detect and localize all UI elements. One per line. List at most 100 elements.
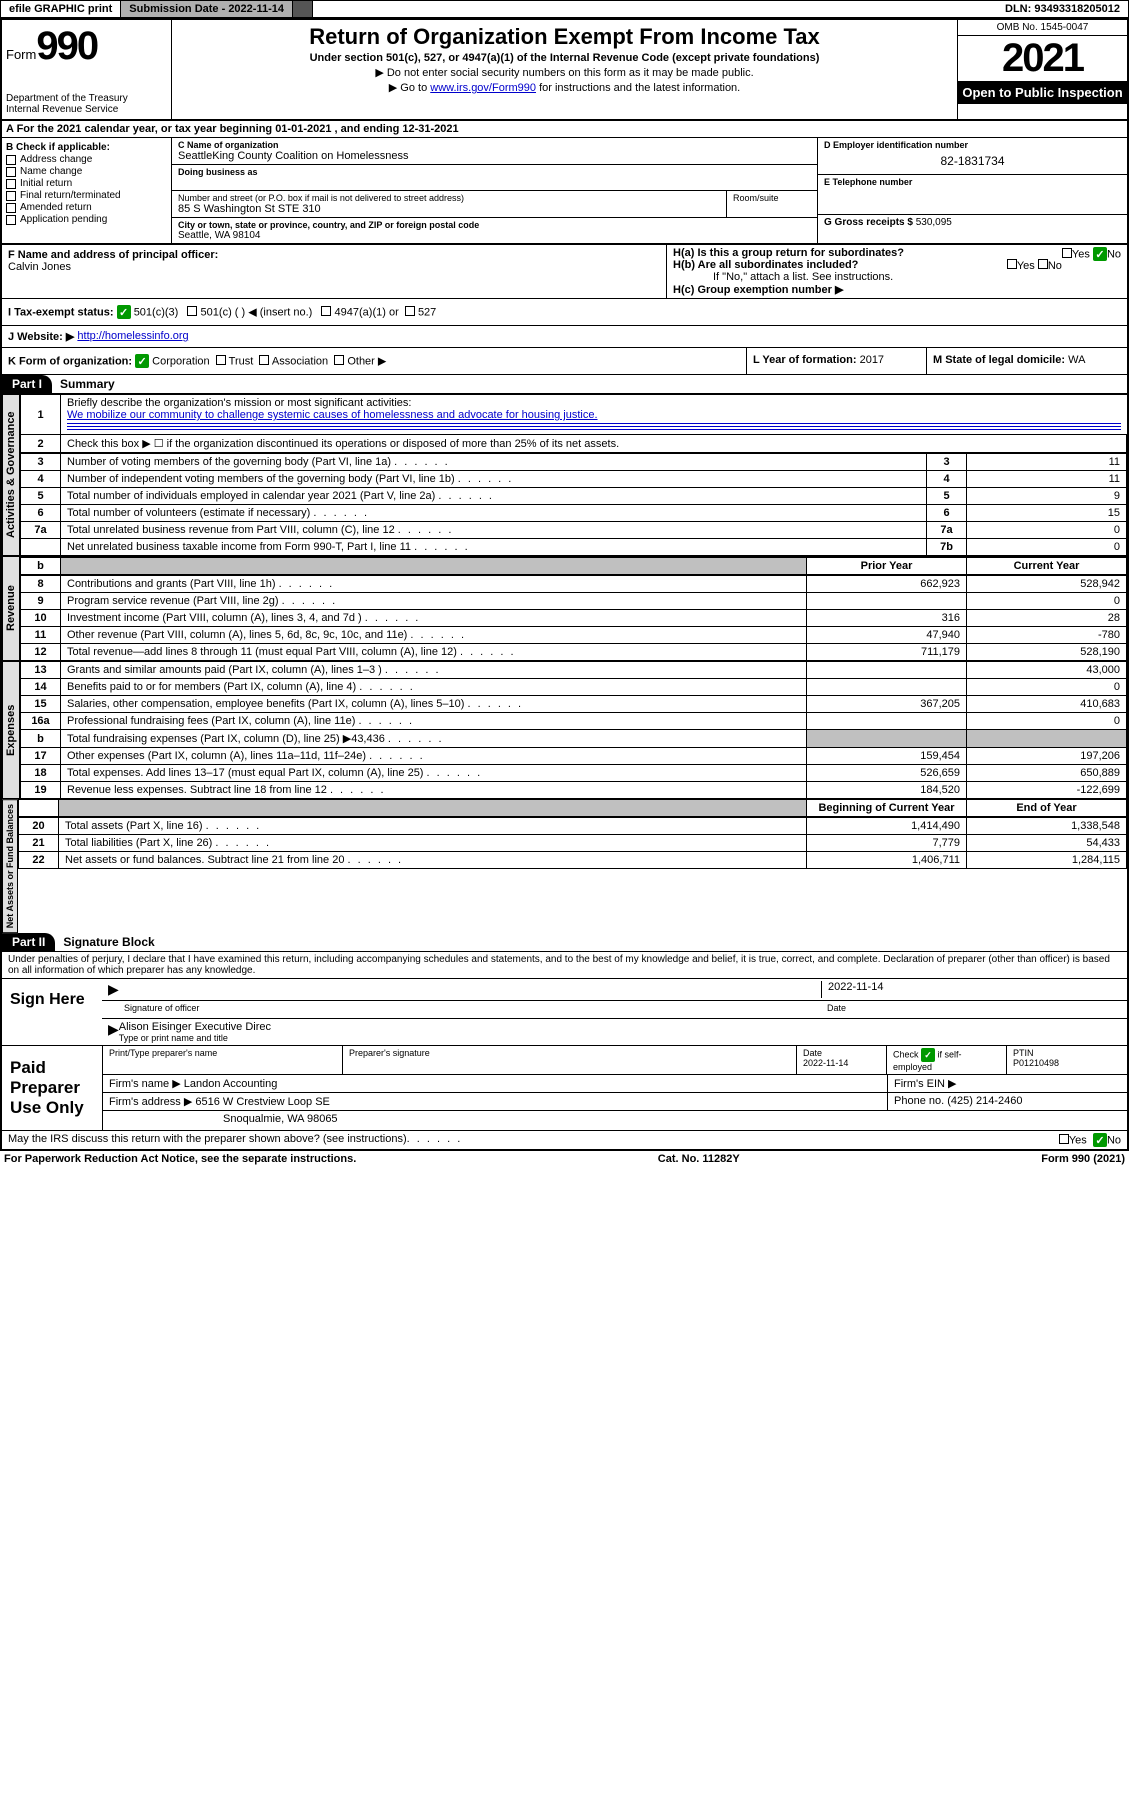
k-lbl: K Form of organization: — [8, 356, 132, 368]
prior-val: 159,454 — [807, 748, 967, 765]
curr-val: -122,699 — [967, 782, 1127, 799]
m-lbl: M State of legal domicile: — [933, 354, 1065, 366]
chk-name[interactable] — [6, 167, 16, 177]
curr-val: 0 — [967, 713, 1127, 730]
website-link[interactable]: http://homelessinfo.org — [77, 330, 188, 343]
chk-amended[interactable] — [6, 203, 16, 213]
box-val: 15 — [967, 505, 1127, 522]
blank-btn — [293, 1, 313, 17]
box-num: 7a — [927, 522, 967, 539]
box-num: 7b — [927, 539, 967, 556]
l-val: 2017 — [860, 354, 884, 366]
omb-number: OMB No. 1545-0047 — [958, 20, 1127, 36]
chk-assoc[interactable] — [259, 355, 269, 365]
line-num: 9 — [21, 593, 61, 610]
prior-val: 184,520 — [807, 782, 967, 799]
part1-title: Summary — [52, 377, 115, 391]
prior-val — [807, 593, 967, 610]
tab-expenses: Expenses — [2, 661, 20, 799]
chk-initial[interactable] — [6, 179, 16, 189]
i-o4: 527 — [418, 307, 436, 319]
open-public: Open to Public Inspection — [958, 81, 1127, 104]
k-o4: Other ▶ — [347, 356, 386, 368]
chk-app[interactable] — [6, 215, 16, 225]
prior-val — [807, 730, 967, 748]
dba-lbl: Doing business as — [178, 167, 811, 177]
efile-btn[interactable]: efile GRAPHIC print — [1, 1, 121, 17]
line-desc: Total number of individuals employed in … — [61, 488, 927, 505]
k-o3: Association — [272, 356, 328, 368]
topbar: efile GRAPHIC print Submission Date - 20… — [0, 0, 1129, 18]
chk-final[interactable] — [6, 191, 16, 201]
ha-yes[interactable] — [1062, 248, 1072, 258]
ptin-val: P01210498 — [1013, 1058, 1059, 1068]
ha-no[interactable]: ✓ — [1093, 247, 1107, 261]
lbl-name: Name change — [20, 166, 82, 177]
box-val: 0 — [967, 522, 1127, 539]
line-num: 8 — [21, 576, 61, 593]
line-num: 7a — [21, 522, 61, 539]
form-word: Form — [6, 47, 36, 62]
discuss-yes-lbl: Yes — [1069, 1135, 1087, 1147]
curr-val: -780 — [967, 627, 1127, 644]
line-num: b — [21, 730, 61, 748]
hb-no[interactable] — [1038, 259, 1048, 269]
i-lbl: I Tax-exempt status: — [8, 307, 114, 319]
k-o2: Trust — [229, 356, 254, 368]
box-val: 9 — [967, 488, 1127, 505]
date-lbl: Date — [821, 1003, 1121, 1016]
firm-phone: (425) 214-2460 — [947, 1095, 1022, 1107]
curr-val: 28 — [967, 610, 1127, 627]
mission-text[interactable]: We mobilize our community to challenge s… — [67, 409, 598, 421]
gross-val: 530,095 — [916, 217, 952, 228]
hdr-prior: Prior Year — [807, 557, 967, 575]
chk-corp[interactable]: ✓ — [135, 354, 149, 368]
discuss-yes[interactable] — [1059, 1134, 1069, 1144]
chk-address[interactable] — [6, 155, 16, 165]
line-desc: Program service revenue (Part VIII, line… — [61, 593, 807, 610]
curr-val: 650,889 — [967, 765, 1127, 782]
gross-lbl: G Gross receipts $ — [824, 217, 913, 228]
chk-501c[interactable] — [187, 306, 197, 316]
firm-name: Landon Accounting — [184, 1078, 278, 1090]
org-name: SeattleKing County Coalition on Homeless… — [178, 150, 811, 162]
hdr-curr: Current Year — [967, 557, 1127, 575]
chk-4947[interactable] — [321, 306, 331, 316]
officer-name: Calvin Jones — [8, 261, 660, 273]
row-a-period: A For the 2021 calendar year, or tax yea… — [2, 121, 1127, 138]
footer-left: For Paperwork Reduction Act Notice, see … — [4, 1153, 356, 1165]
form-title: Return of Organization Exempt From Incom… — [176, 24, 953, 50]
chk-other[interactable] — [334, 355, 344, 365]
prep-self-chk: Check — [893, 1050, 921, 1060]
self-emp-chk[interactable]: ✓ — [921, 1048, 935, 1062]
line-num: 11 — [21, 627, 61, 644]
hb-yes[interactable] — [1007, 259, 1017, 269]
hc-text: H(c) Group exemption number ▶ — [673, 284, 843, 296]
chk-501c3[interactable]: ✓ — [117, 305, 131, 319]
line-desc: Total expenses. Add lines 13–17 (must eq… — [61, 765, 807, 782]
irs-link[interactable]: www.irs.gov/Form990 — [430, 82, 536, 94]
lbl-amended: Amended return — [20, 202, 92, 213]
box-val: 0 — [967, 539, 1127, 556]
ha-yes-lbl: Yes — [1072, 249, 1090, 261]
firm-addr1: 6516 W Crestview Loop SE — [195, 1096, 330, 1108]
form-990-container: Form 990 Department of the Treasury Inte… — [0, 18, 1129, 1151]
chk-527[interactable] — [405, 306, 415, 316]
curr-val: 43,000 — [967, 662, 1127, 679]
line-desc: Total unrelated business revenue from Pa… — [61, 522, 927, 539]
prep-name-lbl: Print/Type preparer's name — [103, 1046, 343, 1074]
room-lbl: Room/suite — [733, 193, 811, 203]
line-desc: Net assets or fund balances. Subtract li… — [59, 852, 807, 869]
line-num: 6 — [21, 505, 61, 522]
curr-val: 1,338,548 — [967, 818, 1127, 835]
firm-addr2: Snoqualmie, WA 98065 — [103, 1111, 1127, 1127]
chk-trust[interactable] — [216, 355, 226, 365]
discuss-no[interactable]: ✓ — [1093, 1133, 1107, 1147]
tab-governance: Activities & Governance — [2, 394, 20, 556]
part2-hdr: Part II — [2, 933, 55, 951]
lbl-app: Application pending — [20, 214, 107, 225]
line-desc: Other expenses (Part IX, column (A), lin… — [61, 748, 807, 765]
line-desc: Number of voting members of the governin… — [61, 454, 927, 471]
submission-date: Submission Date - 2022-11-14 — [121, 1, 293, 17]
sign-date: 2022-11-14 — [821, 981, 1121, 998]
